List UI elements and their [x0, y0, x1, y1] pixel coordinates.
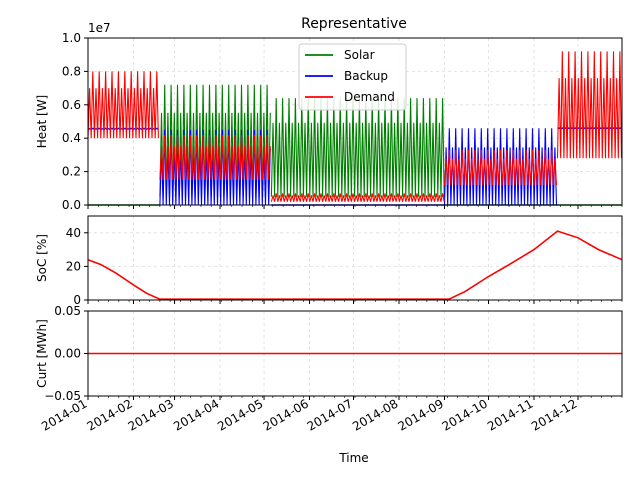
- y-tick-label: −0.05: [44, 389, 81, 403]
- y-tick-label: 0: [73, 293, 81, 307]
- y-tick-label: 1.0: [62, 31, 81, 45]
- y-offset-text: 1e7: [88, 21, 111, 35]
- y-axis-label: Curt [MWh]: [35, 319, 49, 388]
- y-tick-label: 40: [66, 226, 81, 240]
- demand-line: [443, 149, 558, 186]
- y-axis-label: SoC [%]: [35, 234, 49, 282]
- heat-panel: 0.0 0.2 0.4 0.6 0.8 1.0 Heat [W]: [35, 31, 623, 212]
- x-axis-label: Time: [338, 451, 368, 465]
- y-tick-label: 0.00: [54, 347, 81, 361]
- chart-title: Representative: [301, 16, 407, 32]
- y-axis-label: Heat [W]: [35, 95, 49, 149]
- y-tick-label: 0.6: [62, 98, 81, 112]
- y-tick-label: 0.2: [62, 165, 81, 179]
- y-tick-label: 0.4: [62, 131, 81, 145]
- soc-panel: 0 20 40 SoC [%]: [35, 215, 623, 307]
- solar-line: [270, 98, 445, 197]
- y-tick-label: 20: [66, 259, 81, 273]
- line-line: [87, 230, 623, 300]
- y-tick-label: 0.05: [54, 304, 81, 318]
- legend-entry: Backup: [344, 69, 388, 83]
- y-tick-label: 0.0: [62, 198, 81, 212]
- demand-line: [159, 134, 271, 180]
- demand-line: [87, 71, 159, 139]
- legend: Solar Backup Demand: [298, 43, 407, 111]
- legend-box: [298, 43, 407, 111]
- y-tick-label: 0.8: [62, 64, 81, 78]
- demand-line: [270, 193, 445, 202]
- legend-entry: Demand: [344, 90, 395, 104]
- demand-line: [556, 51, 623, 159]
- legend-entry: Solar: [344, 48, 375, 62]
